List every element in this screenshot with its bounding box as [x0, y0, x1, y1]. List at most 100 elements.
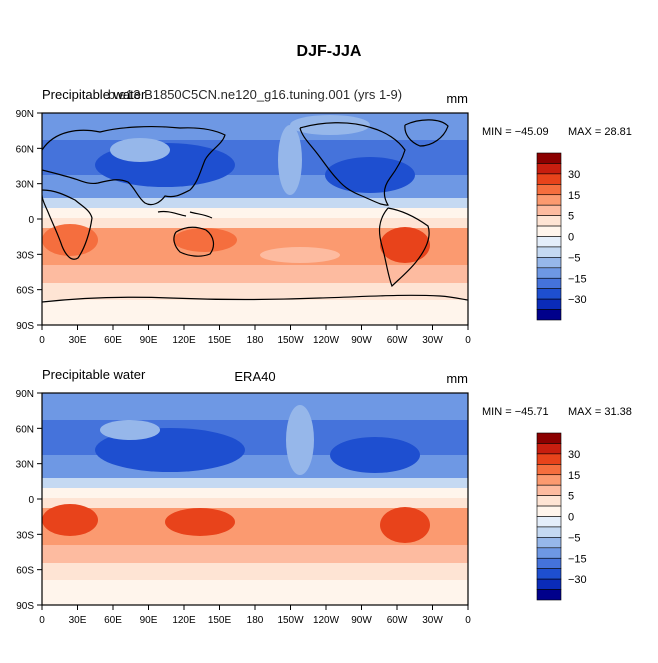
field-anomaly — [380, 227, 430, 263]
colorbar-swatch — [536, 163, 562, 175]
colorbar-label: −5 — [568, 532, 581, 544]
map-field — [42, 393, 468, 605]
map-panel-model: Precipitable water b.e13.B1850C5CN.ne120… — [16, 87, 632, 346]
panel-units: mm — [446, 371, 468, 386]
y-tick-label: 60N — [16, 424, 34, 435]
y-tick-label: 30S — [16, 530, 34, 541]
field-band — [42, 283, 468, 303]
x-tick-label: 0 — [465, 335, 471, 346]
field-anomaly — [165, 508, 235, 536]
y-tick-label: 90N — [16, 109, 34, 120]
field-band — [42, 198, 468, 210]
colorbar-label: 5 — [568, 211, 574, 223]
colorbar-label: −30 — [568, 294, 587, 306]
colorbar-label: 0 — [568, 232, 574, 244]
colorbar-swatch — [536, 204, 562, 216]
field-band — [42, 545, 468, 565]
colorbar-swatch — [536, 298, 562, 310]
colorbar-label: −30 — [568, 574, 587, 586]
panel-units: mm — [446, 91, 468, 106]
x-tick-label: 30E — [69, 335, 87, 346]
coastline-australia — [173, 226, 215, 257]
map-panel-obs: Precipitable water ERA40 mm — [16, 367, 632, 626]
colorbar-swatch — [536, 464, 562, 476]
y-axis-ticks: 90N 60N 30N 0 30S 60S 90S — [16, 109, 42, 332]
x-tick-label: 90W — [351, 615, 372, 626]
field-band — [42, 113, 468, 143]
x-axis-ticks: 0 30E 60E 90E 120E 150E 180 150W 120W 90W 60W 30W 0 — [39, 325, 471, 346]
colorbar-swatch — [536, 215, 562, 227]
panel-left-label: Precipitable water — [42, 87, 146, 102]
colorbar-swatch — [536, 568, 562, 580]
x-tick-label: 120W — [313, 335, 340, 346]
x-tick-label: 0 — [465, 615, 471, 626]
colorbar-swatch — [536, 173, 562, 185]
colorbar-swatch — [536, 309, 562, 321]
x-tick-label: 0 — [39, 615, 45, 626]
colorbar-swatch — [536, 589, 562, 601]
colorbar-swatch — [536, 257, 562, 269]
colorbar-label: 5 — [568, 491, 574, 503]
field-band — [42, 498, 468, 510]
x-tick-label: 150W — [277, 615, 304, 626]
coastline-eurasia — [42, 125, 226, 206]
colorbar-swatch — [536, 484, 562, 496]
min-label: MIN = −45.71 — [482, 406, 549, 418]
colorbar-swatch — [536, 526, 562, 538]
coastline-maritime — [157, 210, 213, 219]
colorbar-swatch — [536, 443, 562, 455]
colorbar: 30 15 5 0 −5 −15 −30 — [536, 152, 587, 321]
panel-left-label: Precipitable water — [42, 367, 146, 382]
colorbar-swatch — [536, 152, 562, 164]
field-band — [42, 563, 468, 583]
x-tick-label: 180 — [247, 615, 264, 626]
x-tick-label: 30E — [69, 615, 87, 626]
figure-title: DJF-JJA — [297, 43, 362, 60]
field-band — [42, 265, 468, 285]
y-tick-label: 30N — [16, 180, 34, 191]
colorbar-swatch — [536, 236, 562, 248]
x-tick-label: 90E — [140, 335, 158, 346]
y-tick-label: 60S — [16, 566, 34, 577]
colorbar-swatch — [536, 547, 562, 559]
y-tick-label: 30S — [16, 250, 34, 261]
y-tick-label: 90N — [16, 389, 34, 400]
colorbar-label: −15 — [568, 273, 587, 285]
coastline-africa — [42, 189, 93, 260]
y-axis-ticks: 90N 60N 30N 0 30S 60S 90S — [16, 389, 42, 612]
x-tick-label: 0 — [39, 335, 45, 346]
y-tick-label: 90S — [16, 321, 34, 332]
coastlines — [42, 119, 468, 303]
x-tick-label: 150E — [208, 335, 232, 346]
colorbar-label: 15 — [568, 470, 580, 482]
x-tick-label: 60W — [387, 335, 408, 346]
x-tick-label: 60E — [104, 335, 122, 346]
x-axis-ticks: 0 30E 60E 90E 120E 150E 180 150W 120W 90W 60W 30W 0 — [39, 605, 471, 626]
y-tick-label: 30N — [16, 460, 34, 471]
colorbar-swatch — [536, 537, 562, 549]
field-anomaly — [278, 125, 302, 195]
x-tick-label: 30W — [422, 615, 443, 626]
colorbar-swatch — [536, 184, 562, 196]
colorbar-label: 15 — [568, 190, 580, 202]
coastline-north-america — [299, 122, 406, 206]
field-band — [42, 393, 468, 423]
x-tick-label: 60W — [387, 615, 408, 626]
coastline-south-america — [378, 207, 430, 288]
colorbar-label: 30 — [568, 169, 580, 181]
y-tick-label: 0 — [28, 495, 34, 506]
colorbar-swatch — [536, 516, 562, 528]
colorbar-label: 30 — [568, 449, 580, 461]
field-anomaly — [173, 228, 237, 252]
colorbar-swatch — [536, 267, 562, 279]
field-band — [42, 218, 468, 230]
colorbar-swatch — [536, 432, 562, 444]
field-anomaly — [42, 504, 98, 536]
colorbar-swatch — [536, 246, 562, 258]
colorbar-swatch — [536, 288, 562, 300]
x-tick-label: 90W — [351, 335, 372, 346]
x-tick-label: 150W — [277, 335, 304, 346]
x-tick-label: 120W — [313, 615, 340, 626]
field-band — [42, 478, 468, 490]
